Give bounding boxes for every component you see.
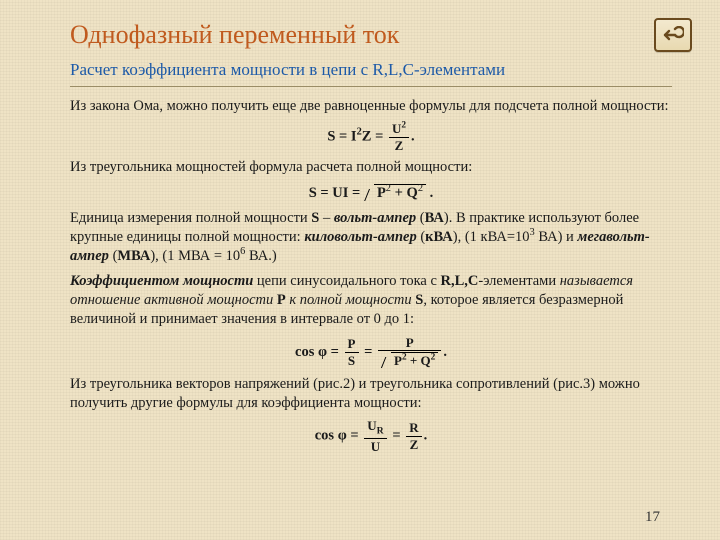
page-subtitle: Расчет коэффициента мощности в цепи с R,…: [70, 60, 672, 80]
divider: [70, 86, 672, 87]
formula-3: cos φ = P S = P P2 + Q2 .: [70, 336, 672, 369]
paragraph-4: Коэффициентом мощности цепи синусоидальн…: [70, 272, 672, 329]
formula-4: cos φ = UR U = R Z .: [70, 419, 672, 453]
page-number: 17: [645, 509, 660, 526]
page-title: Однофазный переменный ток: [70, 20, 672, 50]
paragraph-1: Из закона Ома, можно получить еще две ра…: [70, 97, 672, 116]
formula-2: S = UI = P2 + Q2 .: [70, 184, 672, 203]
slide: Однофазный переменный ток Расчет коэффиц…: [0, 0, 720, 540]
back-arrow-icon: [662, 26, 684, 44]
body: Из закона Ома, можно получить еще две ра…: [70, 97, 672, 453]
paragraph-2: Из треугольника мощностей формула расчет…: [70, 158, 672, 177]
paragraph-3: Единица измерения полной мощности S – во…: [70, 209, 672, 266]
back-button[interactable]: [654, 18, 692, 52]
formula-1: S = I2Z = U2 Z .: [70, 122, 672, 152]
paragraph-5: Из треугольника векторов напряжений (рис…: [70, 375, 672, 413]
